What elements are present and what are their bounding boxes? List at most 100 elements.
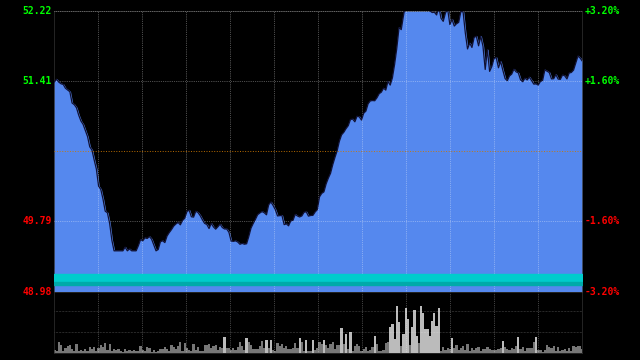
Bar [442,347,444,353]
Bar [515,346,517,353]
Bar [193,343,195,353]
Bar [488,349,491,353]
Bar [482,349,484,353]
Bar [433,314,435,353]
Bar [104,343,106,353]
Bar [537,350,540,353]
Bar [221,348,223,353]
Bar [453,348,456,353]
Bar [122,352,124,353]
Bar [135,351,137,353]
Bar [188,350,190,353]
Bar [82,351,84,353]
Bar [415,336,418,353]
Bar [106,350,109,353]
Bar [274,351,276,353]
Bar [546,345,548,353]
Bar [219,347,221,353]
Bar [243,351,246,353]
Bar [53,350,56,353]
Bar [168,351,170,353]
Bar [89,347,91,353]
Bar [102,347,104,353]
Bar [440,351,442,353]
Bar [407,319,409,353]
Bar [77,351,80,353]
Bar [526,348,528,353]
Bar [540,350,541,353]
Bar [495,350,497,353]
Bar [131,351,133,353]
Bar [301,342,303,353]
Bar [500,347,502,353]
Bar [257,349,259,353]
Bar [73,351,76,353]
Bar [303,351,305,353]
Bar [356,344,358,353]
Bar [109,344,111,353]
Bar [202,351,204,353]
Bar [403,334,404,353]
Bar [380,351,383,353]
Bar [409,345,411,353]
Bar [561,350,564,353]
Bar [532,342,535,353]
Bar [486,347,488,353]
Bar [429,336,431,353]
Bar [511,348,513,353]
Bar [86,351,89,353]
Bar [161,349,164,353]
Bar [71,348,73,353]
Bar [212,346,214,353]
Bar [272,350,274,353]
Bar [581,350,584,353]
Bar [473,350,476,353]
Bar [462,346,464,353]
Bar [65,348,67,353]
Bar [332,342,334,353]
Bar [314,350,316,353]
Bar [391,324,394,353]
Bar [531,348,532,353]
Bar [371,347,374,353]
Bar [438,308,440,353]
Bar [164,347,166,353]
Bar [281,345,283,353]
Bar [568,348,570,353]
Bar [435,325,438,353]
Bar [124,348,126,353]
Bar [327,348,330,353]
Bar [477,347,479,353]
Text: +3.20%: +3.20% [585,6,620,16]
Bar [422,313,424,353]
Bar [349,332,351,353]
Bar [76,345,77,353]
Bar [541,351,544,353]
Bar [290,350,292,353]
Bar [502,341,504,353]
Bar [522,347,524,353]
Bar [555,351,557,353]
Bar [276,343,278,353]
Bar [305,340,307,353]
Bar [577,346,579,353]
Bar [117,349,120,353]
Bar [424,329,427,353]
Bar [479,351,482,353]
Bar [56,351,58,353]
Bar [150,352,153,353]
Bar [268,348,270,353]
Bar [298,338,301,353]
Bar [559,351,561,353]
Bar [137,351,140,353]
Bar [67,346,68,353]
Bar [159,350,161,353]
Bar [456,345,458,353]
Bar [100,345,102,353]
Bar [175,350,177,353]
Bar [570,351,572,353]
Bar [204,345,205,353]
Bar [173,347,175,353]
Bar [413,310,415,353]
Bar [387,342,389,353]
